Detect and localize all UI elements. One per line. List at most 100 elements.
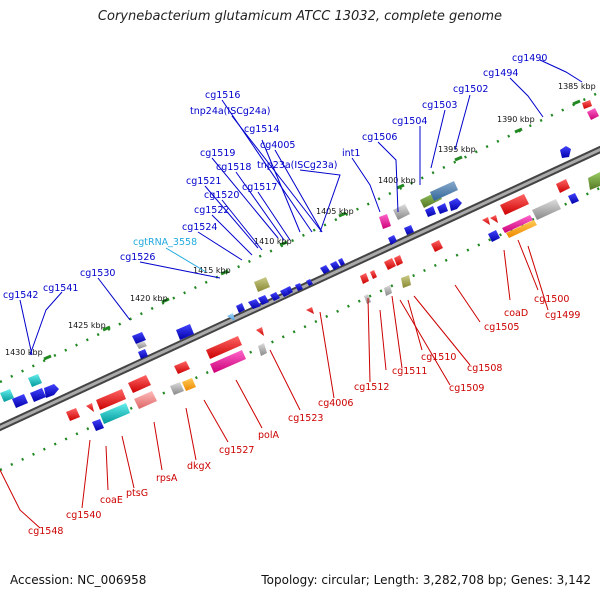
- gene-forward[interactable]: [295, 283, 303, 291]
- gene-reverse[interactable]: [488, 230, 500, 242]
- gene-forward[interactable]: [306, 279, 313, 286]
- gene-label[interactable]: cg1509: [449, 383, 484, 394]
- gene-label[interactable]: cg1502: [453, 84, 488, 95]
- gene-forward[interactable]: [30, 388, 46, 402]
- gene-reverse[interactable]: [384, 285, 392, 296]
- gene-label[interactable]: cg1490: [512, 53, 547, 64]
- gene-label[interactable]: rpsA: [156, 473, 178, 484]
- gene-label[interactable]: cg1506: [362, 132, 397, 143]
- gene-reverse[interactable]: [482, 217, 490, 225]
- gene-reverse[interactable]: [306, 307, 314, 314]
- gene-reverse[interactable]: [182, 378, 196, 391]
- gene-label[interactable]: cg1526: [120, 252, 155, 263]
- gene-reverse[interactable]: [66, 408, 80, 421]
- gene-label[interactable]: cg1511: [392, 366, 427, 377]
- gene-forward[interactable]: [587, 108, 599, 120]
- gene-reverse[interactable]: [556, 179, 570, 193]
- gene-label[interactable]: cg1494: [483, 68, 518, 79]
- gene-forward[interactable]: [320, 265, 330, 274]
- gene-reverse[interactable]: [92, 419, 104, 431]
- gene-forward[interactable]: [393, 204, 410, 220]
- gene-forward[interactable]: [430, 181, 458, 201]
- gene-label[interactable]: cg1540: [66, 510, 101, 521]
- gene-forward[interactable]: [560, 146, 571, 158]
- gene-reverse[interactable]: [384, 258, 396, 270]
- gene-forward[interactable]: [44, 384, 59, 398]
- gene-forward[interactable]: [132, 332, 146, 344]
- gene-forward[interactable]: [0, 389, 14, 402]
- gene-forward[interactable]: [425, 206, 436, 217]
- gene-reverse[interactable]: [532, 199, 561, 220]
- gene-forward[interactable]: [248, 299, 261, 309]
- gene-forward[interactable]: [227, 313, 235, 321]
- gene-label[interactable]: cg1500: [534, 294, 569, 305]
- gene-forward[interactable]: [388, 235, 397, 245]
- gene-forward[interactable]: [379, 214, 391, 229]
- gene-reverse[interactable]: [134, 391, 157, 409]
- gene-reverse[interactable]: [588, 172, 600, 190]
- gene-reverse[interactable]: [360, 273, 369, 284]
- gene-label[interactable]: tnp24a(ISCg24a): [190, 106, 271, 117]
- gene-reverse[interactable]: [502, 215, 533, 233]
- gene-label[interactable]: cg4006: [318, 398, 353, 409]
- gene-reverse[interactable]: [568, 193, 579, 204]
- gene-reverse[interactable]: [500, 194, 529, 215]
- gene-label[interactable]: cg1548: [28, 526, 63, 537]
- gene-label[interactable]: int1: [342, 148, 360, 159]
- gene-label[interactable]: cg1499: [545, 310, 580, 321]
- gene-reverse[interactable]: [364, 294, 371, 304]
- gene-forward[interactable]: [236, 303, 245, 313]
- gene-forward[interactable]: [28, 374, 42, 387]
- gene-forward[interactable]: [330, 261, 340, 270]
- gene-reverse[interactable]: [100, 403, 130, 424]
- gene-label[interactable]: cg1512: [354, 382, 389, 393]
- gene-reverse[interactable]: [370, 270, 377, 279]
- gene-label[interactable]: coaD: [504, 308, 528, 319]
- gene-label[interactable]: cg1518: [216, 162, 251, 173]
- gene-label[interactable]: cg1508: [467, 363, 502, 374]
- gene-forward[interactable]: [404, 225, 414, 235]
- rna-label[interactable]: cgtRNA_3558: [133, 237, 197, 248]
- gene-label[interactable]: cg1541: [43, 283, 78, 294]
- gene-forward[interactable]: [582, 100, 592, 109]
- forward-genes[interactable]: [0, 100, 599, 408]
- gene-label[interactable]: cg1520: [204, 190, 239, 201]
- gene-label[interactable]: cg1542: [3, 290, 38, 301]
- gene-label[interactable]: cg1519: [200, 148, 235, 159]
- gene-label[interactable]: cg1516: [205, 90, 240, 101]
- gene-label[interactable]: tnp23a(ISCg23a): [257, 160, 338, 171]
- gene-label[interactable]: cg1503: [422, 100, 457, 111]
- gene-label[interactable]: cg1505: [484, 322, 519, 333]
- gene-label[interactable]: cg4005: [260, 140, 295, 151]
- gene-label[interactable]: cg1504: [392, 116, 427, 127]
- gene-label[interactable]: ptsG: [126, 488, 148, 499]
- gene-forward[interactable]: [176, 324, 194, 340]
- gene-forward[interactable]: [437, 203, 448, 214]
- gene-reverse[interactable]: [258, 343, 267, 356]
- gene-reverse[interactable]: [128, 375, 151, 393]
- gene-label[interactable]: dkgX: [187, 461, 212, 472]
- gene-forward[interactable]: [286, 286, 293, 294]
- reverse-genes[interactable]: [66, 172, 600, 431]
- gene-reverse[interactable]: [210, 350, 246, 373]
- gene-reverse[interactable]: [506, 220, 537, 238]
- gene-label[interactable]: coaE: [100, 495, 123, 506]
- gene-reverse[interactable]: [401, 275, 411, 288]
- gene-forward[interactable]: [254, 277, 270, 292]
- gene-reverse[interactable]: [431, 240, 443, 252]
- gene-reverse[interactable]: [394, 255, 403, 266]
- gene-label[interactable]: polA: [258, 430, 279, 441]
- gene-reverse[interactable]: [86, 403, 94, 412]
- gene-forward[interactable]: [258, 295, 269, 305]
- gene-label[interactable]: cg1521: [186, 176, 221, 187]
- gene-forward[interactable]: [12, 394, 28, 408]
- gene-reverse[interactable]: [170, 382, 184, 395]
- gene-label[interactable]: cg1524: [182, 222, 217, 233]
- gene-forward[interactable]: [270, 292, 280, 301]
- gene-label[interactable]: cg1522: [194, 205, 229, 216]
- gene-label[interactable]: cg1514: [244, 124, 279, 135]
- gene-forward[interactable]: [136, 341, 147, 349]
- gene-forward[interactable]: [338, 258, 345, 266]
- gene-reverse[interactable]: [206, 336, 242, 359]
